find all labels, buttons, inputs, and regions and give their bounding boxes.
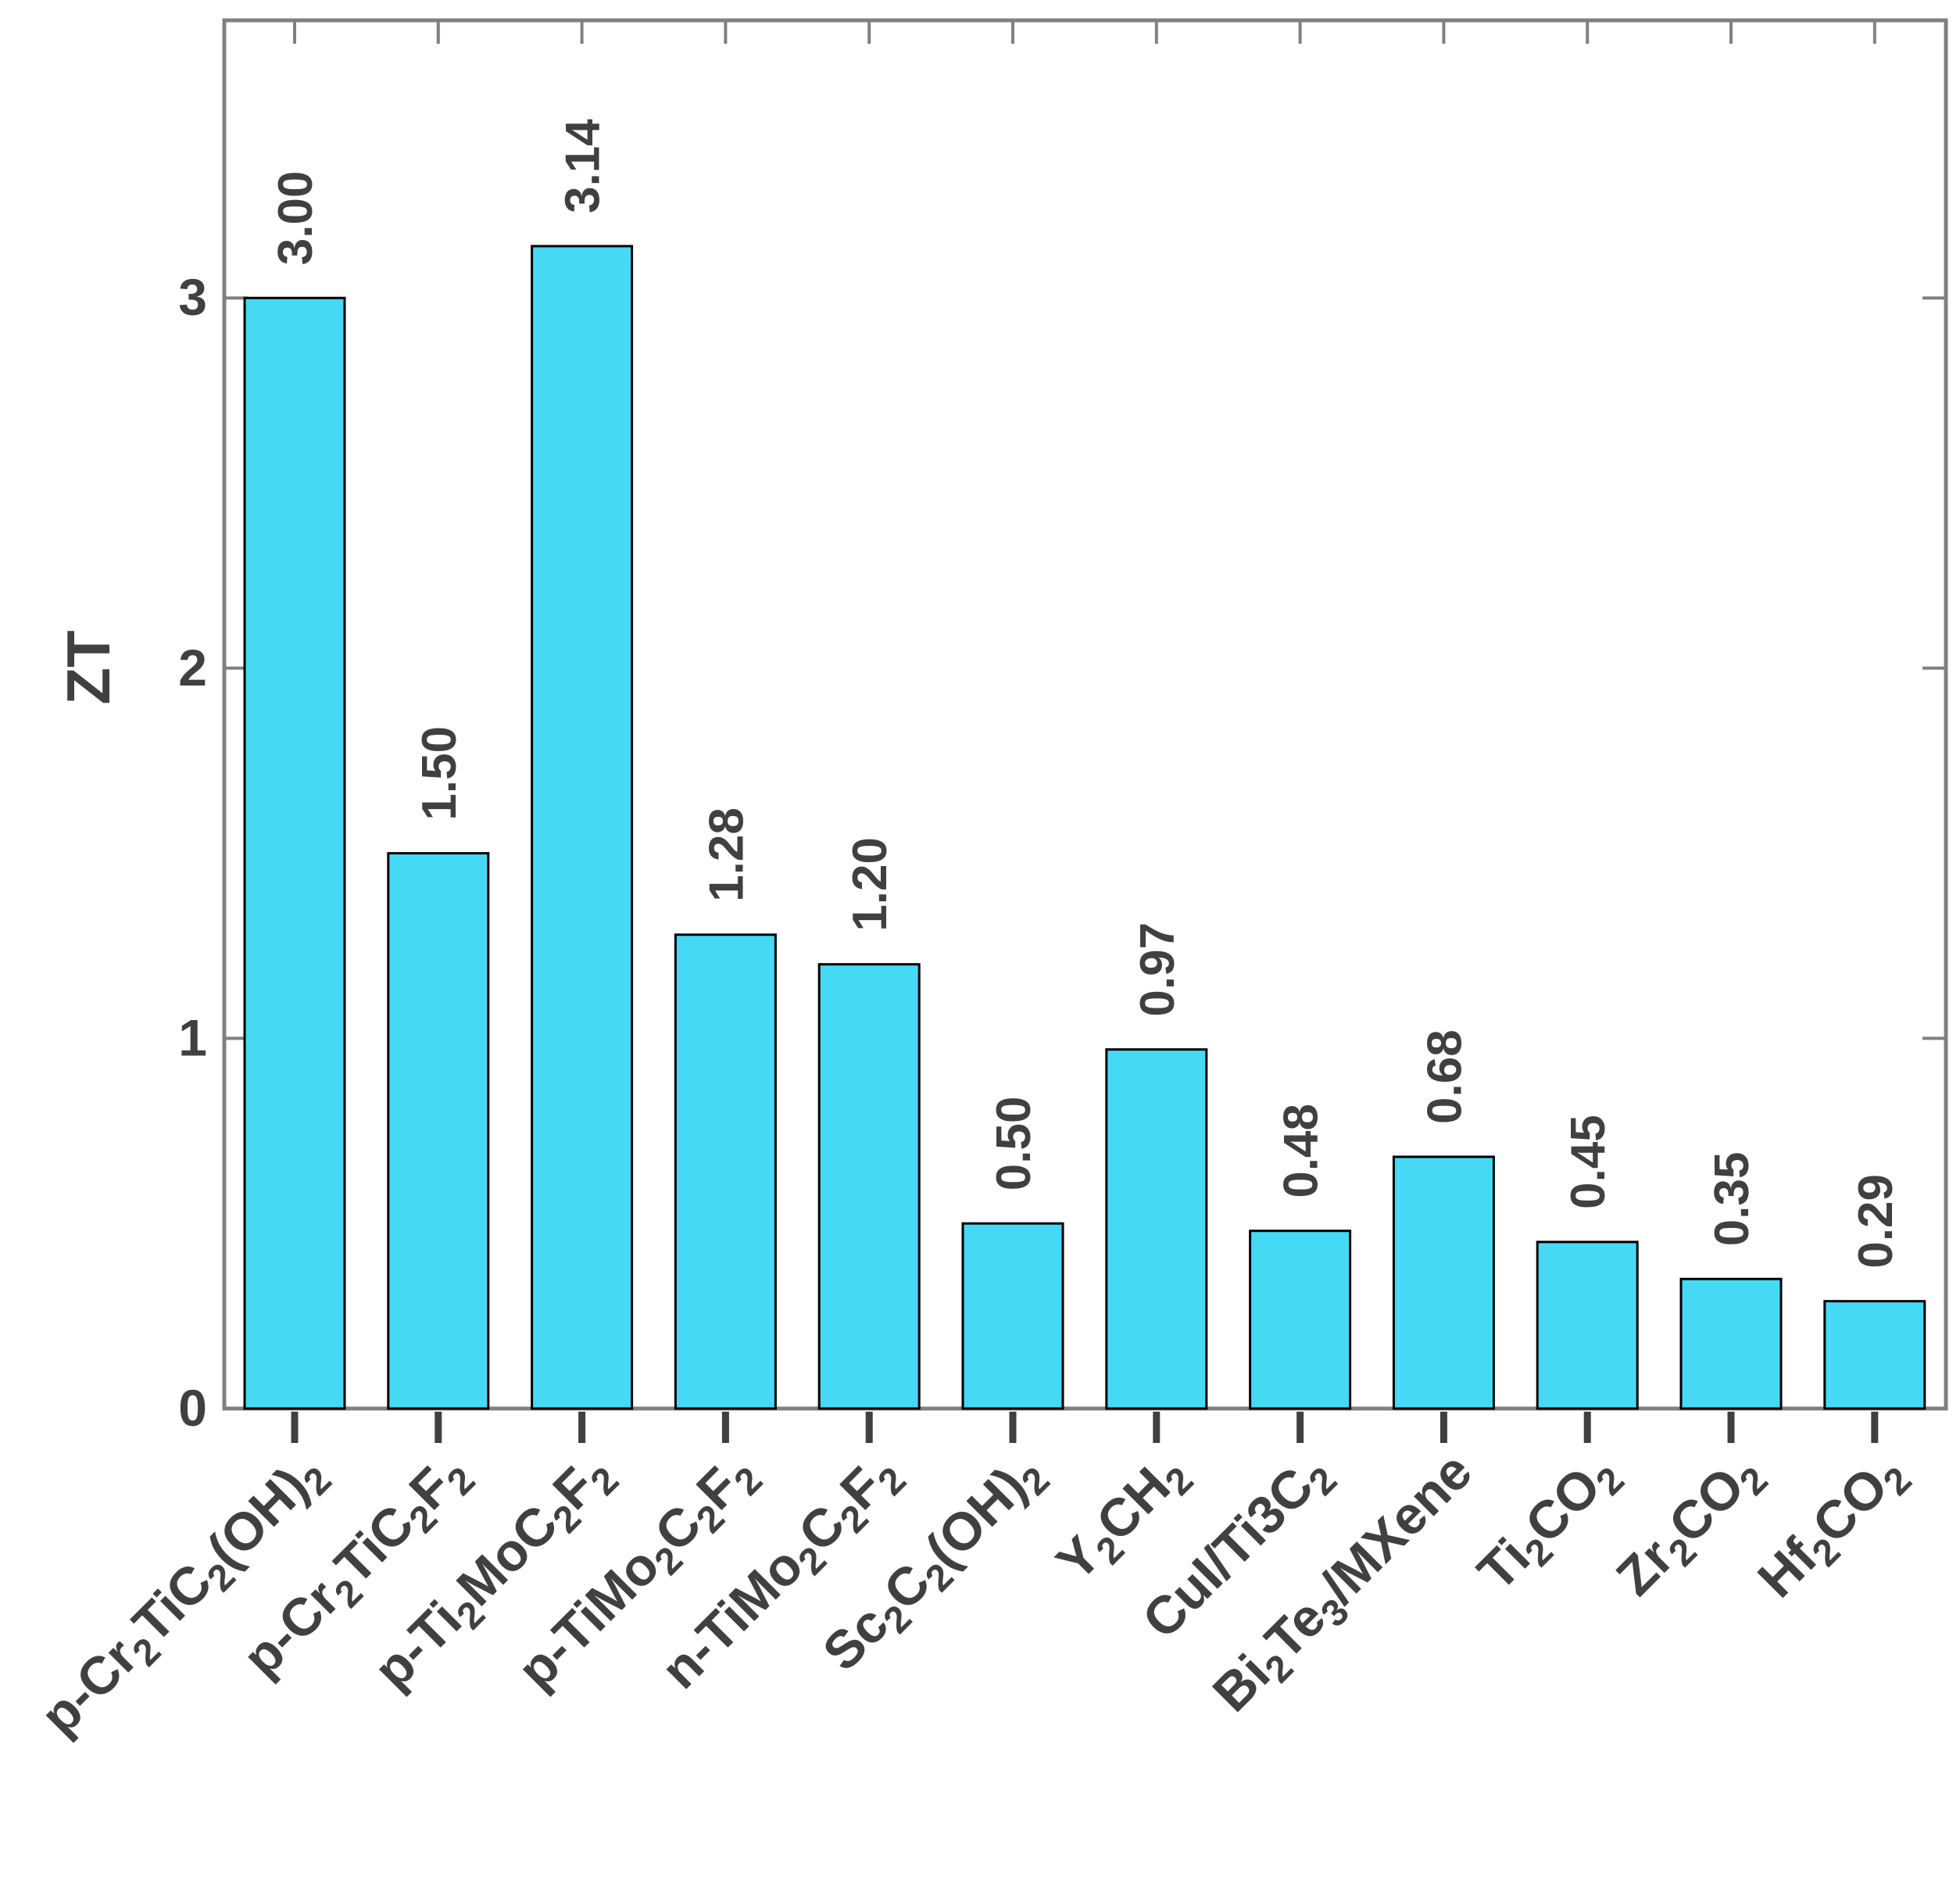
data-label: 0.48 xyxy=(1275,1104,1329,1198)
data-label: 0.35 xyxy=(1705,1152,1759,1247)
bar xyxy=(817,963,921,1410)
bar xyxy=(1105,1048,1208,1410)
data-label: 0.29 xyxy=(1849,1174,1903,1269)
data-label: 0.68 xyxy=(1418,1029,1472,1124)
bar xyxy=(1823,1300,1926,1410)
plot-frame xyxy=(222,18,1948,1411)
data-label: 0.50 xyxy=(987,1097,1041,1191)
data-label: 1.28 xyxy=(699,807,753,902)
bar xyxy=(1249,1230,1352,1410)
data-label: 1.20 xyxy=(843,837,897,932)
data-label: 0.97 xyxy=(1131,922,1185,1017)
x-tick-label: Zr2CO2 xyxy=(1605,1441,1776,1613)
data-label: 1.50 xyxy=(413,726,467,821)
bar xyxy=(674,933,777,1410)
y-tick-label: 0 xyxy=(178,1379,207,1437)
y-tick-label: 3 xyxy=(178,268,207,326)
bar xyxy=(243,296,346,1410)
bar xyxy=(1679,1277,1783,1410)
x-tick-label: Bi2Te3/MXene xyxy=(1202,1441,1490,1729)
data-label: 3.00 xyxy=(269,171,323,266)
bar xyxy=(1392,1155,1495,1410)
data-label: 0.45 xyxy=(1561,1115,1615,1209)
x-tick-label: Hf2CO2 xyxy=(1747,1441,1919,1614)
x-tick-label: Ti2CO2 xyxy=(1466,1441,1633,1608)
y-axis-label: ZT xyxy=(54,630,123,704)
data-label: 3.14 xyxy=(556,119,610,213)
bar xyxy=(531,245,634,1410)
y-tick-label: 2 xyxy=(178,639,207,696)
bar xyxy=(387,852,490,1410)
y-tick-label: 1 xyxy=(178,1008,207,1066)
bar xyxy=(961,1222,1064,1410)
bar xyxy=(1536,1240,1639,1410)
